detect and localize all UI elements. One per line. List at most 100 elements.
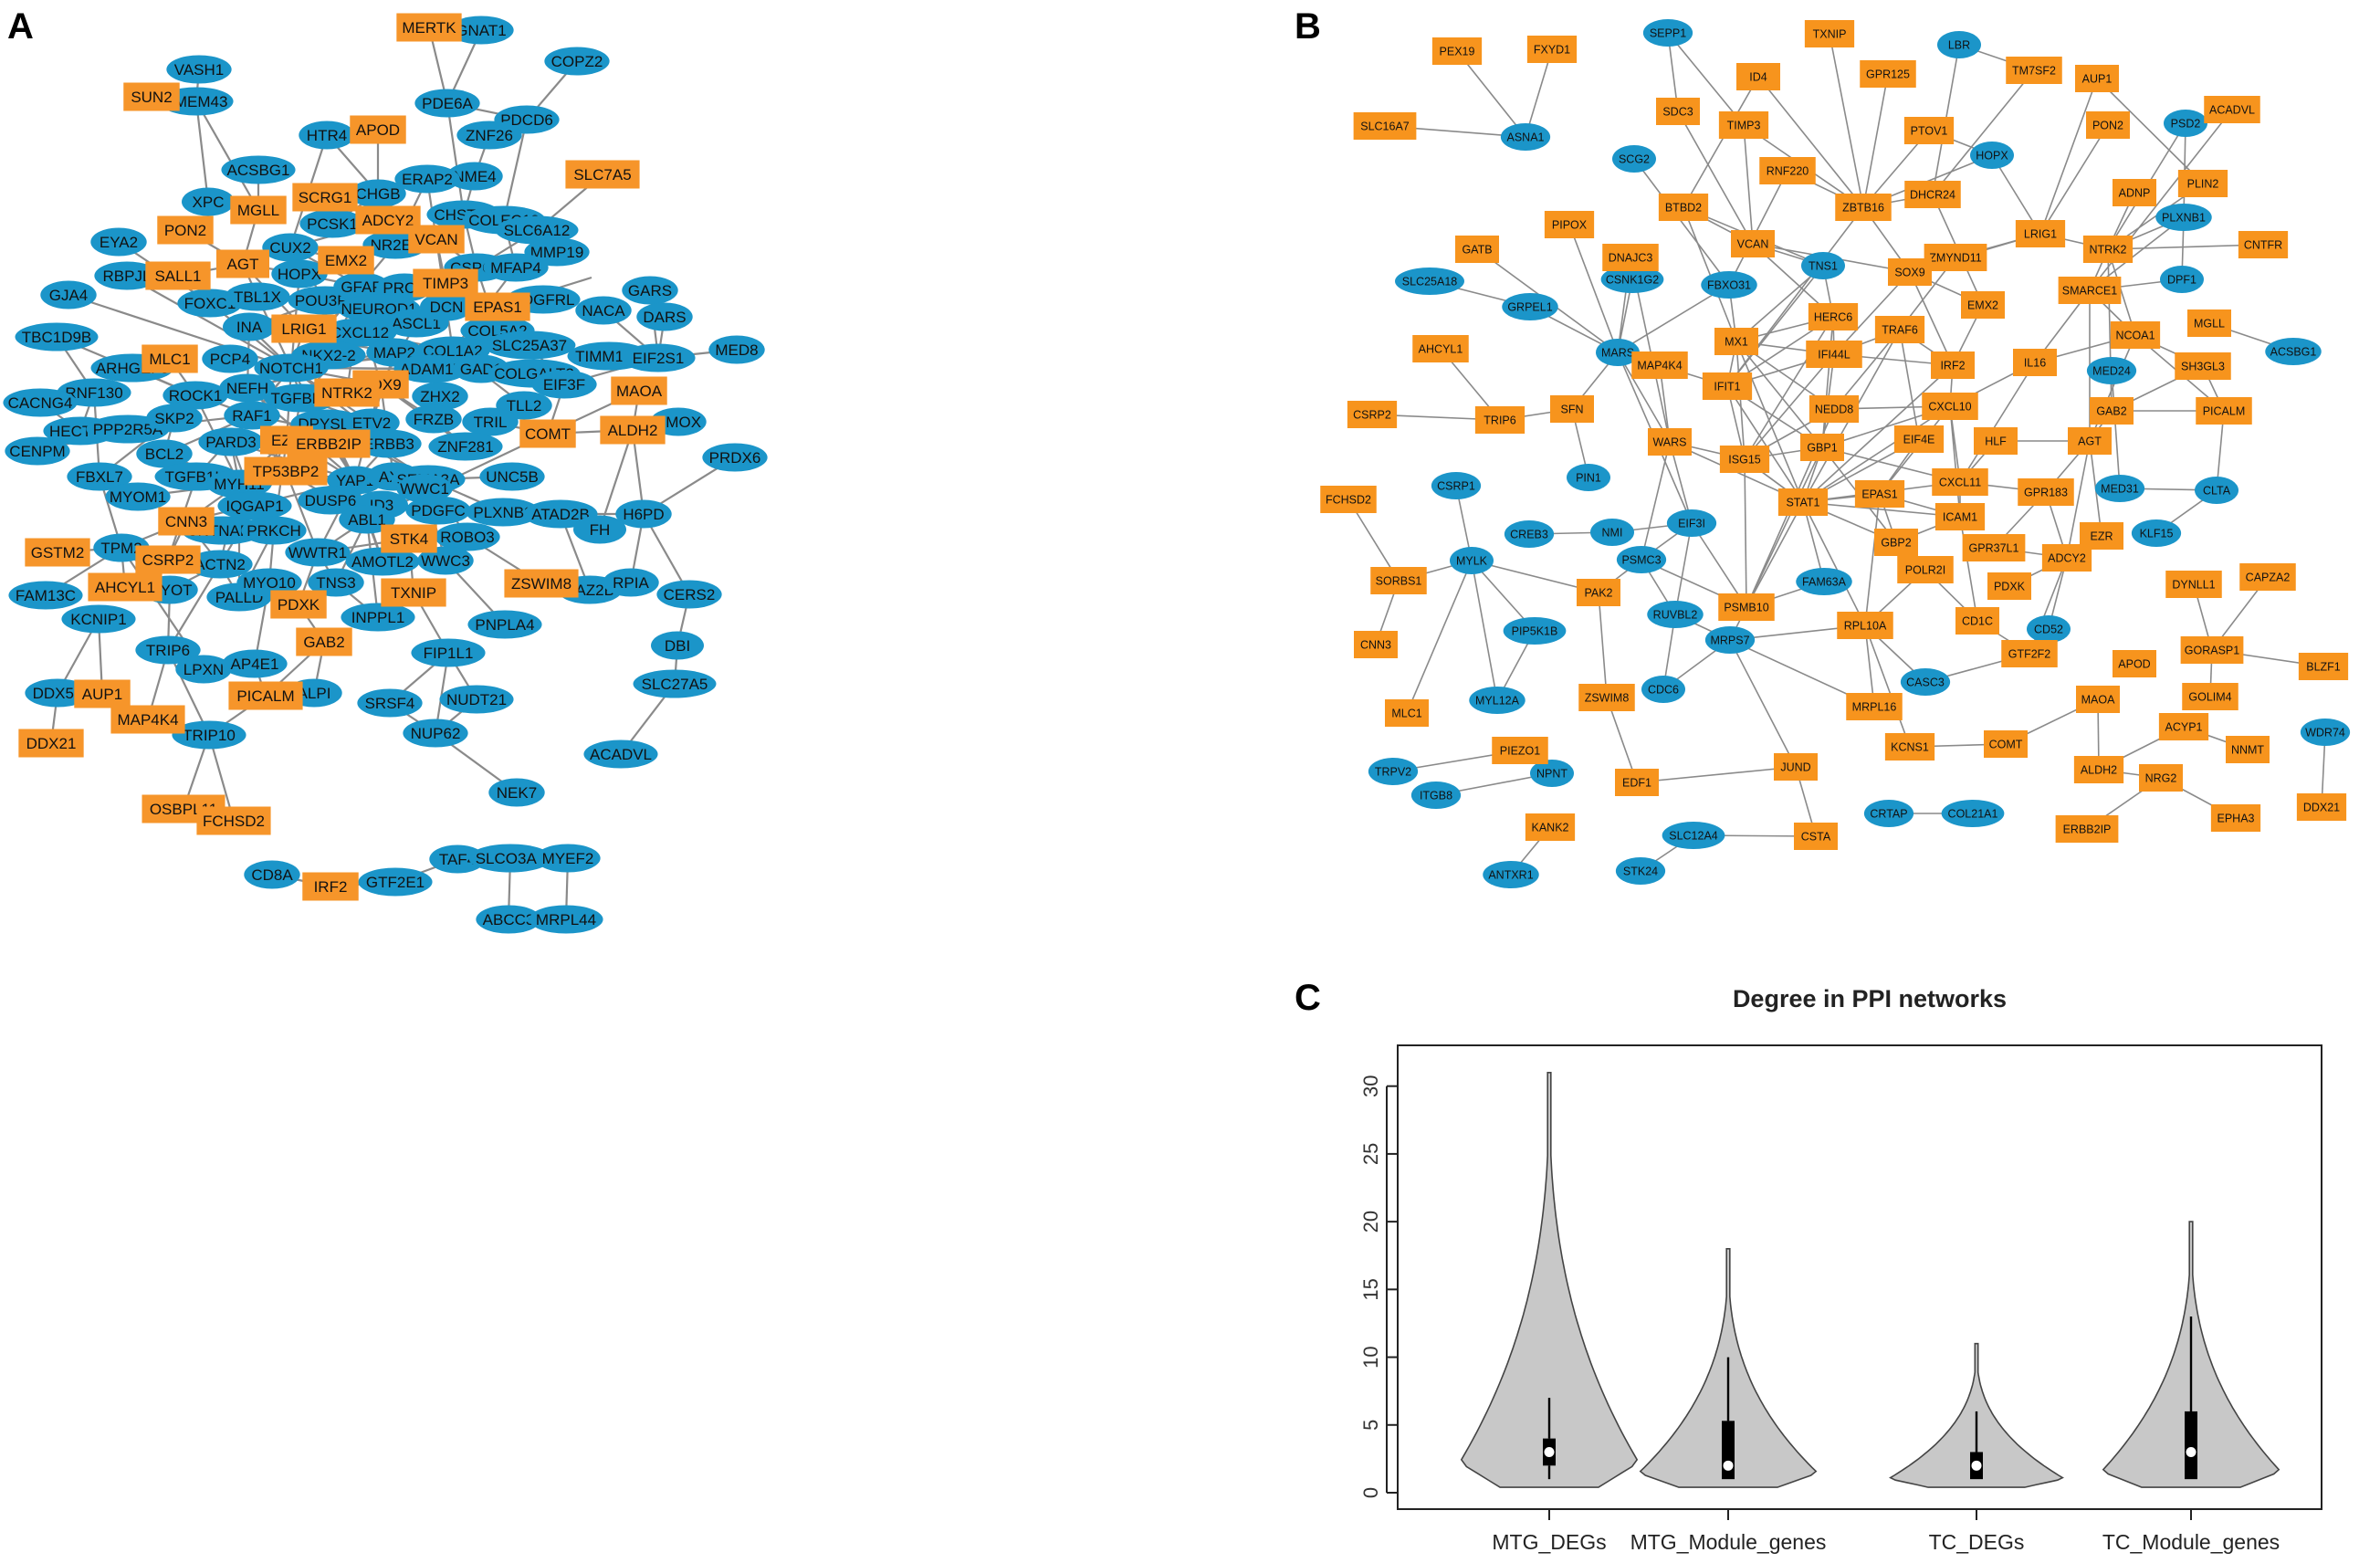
gene-label: MRPL16 [1852,701,1897,714]
edge-sdc3-vcan [1677,110,1754,245]
gene-label: CASC3 [1906,677,1945,689]
gene-label: EZR [2091,530,2113,543]
gene-label: PARD3 [205,434,256,451]
gene-node-comt: COMT [519,419,576,448]
gene-node-cxcl10: CXCL10 [1922,393,1978,420]
median-point [1971,1460,1982,1471]
edge-eif3i-psmb10 [1691,522,1747,608]
gene-node-plxnb2: PLXNB2 [466,498,540,527]
ellipse-shape [435,522,500,551]
rect-shape [413,268,478,298]
gene-label: POLR2I [1905,564,1945,577]
ellipse-shape [573,515,626,544]
gene-label: PSD2 [2171,118,2201,131]
rect-shape [25,538,90,567]
gene-label: LRIG1 [2024,228,2057,241]
gene-label: AUP1 [82,686,122,703]
gene-label: CDC6 [1648,684,1679,697]
rect-shape [2204,96,2260,123]
gene-label: CNTFR [2244,239,2282,252]
gene-node-med31: MED31 [2094,475,2145,502]
edge-sox9-irf2 [1909,271,1954,366]
gene-node-raf1: RAF1 [224,401,280,430]
gene-label: TIMP3 [423,275,468,292]
ellipse-shape [495,215,579,245]
gene-label: ICAM1 [1943,511,1977,524]
gene-node-prdx6: PRDX6 [702,443,768,472]
rect-shape [1809,395,1860,423]
gene-node-psmb10: PSMB10 [1718,593,1775,621]
gene-node-slc25a18: SLC25A18 [1395,267,1464,295]
plot-frame [1397,1044,2322,1510]
ellipse-shape [2265,338,2322,365]
gene-node-scrg1: SCRG1 [292,183,358,212]
rect-shape [1656,98,1700,125]
gene-label: MAP4K4 [1637,360,1682,372]
rect-shape [2158,713,2209,740]
gene-label: XPC [193,194,225,211]
gene-label: INA [236,319,263,336]
ellipse-shape [1796,568,1852,595]
gene-node-wdr74: WDR74 [2300,719,2351,746]
rect-shape [1353,112,1417,140]
gene-label: CD52 [2034,624,2063,636]
ellipse-shape [429,844,486,874]
rect-shape [2113,179,2156,206]
edge-eif3i-ruvbl2 [1674,522,1693,615]
gene-label: ACSBG1 [2270,346,2317,359]
gene-node-kcns1: KCNS1 [1884,733,1935,761]
gene-label: GBP1 [1807,442,1837,455]
gene-node-myef2: MYEF2 [535,844,601,873]
gene-node-isg15: ISG15 [1719,446,1770,473]
gene-label: GTF2F2 [2008,648,2051,661]
ellipse-shape [393,354,468,383]
gene-label: DDX56 [33,685,83,702]
gene-label: NTRK2 [2090,244,2127,257]
gene-label: ERBB2IP [296,435,362,453]
gene-node-tbl1x: TBL1X [225,282,290,311]
edge-txnip-zbtb16 [1829,33,1864,208]
rect-shape [244,456,328,486]
gene-node-csrp1: CSRP1 [1431,472,1482,499]
gene-node-gab2: GAB2 [296,627,352,656]
ellipse-shape [1530,760,1574,787]
ellipse-shape [146,404,203,433]
rect-shape [1987,572,2031,600]
rect-shape [271,314,337,343]
gene-node-aup1: AUP1 [74,679,131,708]
edge-mx1-isg15 [1735,341,1746,460]
ellipse-shape [1647,601,1704,628]
ellipse-shape [8,581,83,610]
gene-node-cnn3: CNN3 [1354,631,1398,658]
ellipse-shape [175,655,232,684]
ellipse-shape [182,187,235,216]
gene-label: ADCY2 [2048,552,2086,565]
gene-node-nmi: NMI [1590,519,1634,546]
y-tick-label: 15 [1359,1278,1382,1300]
gene-label: EIF4E [1903,434,1935,446]
gene-label: PRDX6 [709,449,761,467]
gene-node-pde6a: PDE6A [414,89,480,118]
ellipse-shape [40,280,97,309]
gene-node-pdgfc: PDGFC [405,496,471,525]
gene-node-zmynd11: ZMYND11 [1924,244,1987,271]
gene-label: AHCYL1 [95,579,155,596]
gene-node-erap2: ERAP2 [394,164,460,194]
x-category-label: TC_Module_genes [2102,1530,2280,1554]
ellipse-shape [15,322,99,351]
gene-node-fchsd2: FCHSD2 [1320,486,1377,513]
gene-label: NME4 [453,168,496,185]
ellipse-shape [90,227,147,257]
gene-node-lrig1: LRIG1 [271,314,337,343]
ellipse-shape [299,121,355,150]
ellipse-shape [531,370,597,399]
gene-node-il16: IL16 [2013,349,2057,376]
rect-shape [1370,567,1427,594]
ellipse-shape [456,121,522,150]
gene-label: NR2E1 [371,236,421,254]
gene-node-adcy2: ADCY2 [2041,544,2092,572]
gene-node-slc27a5: SLC27A5 [633,669,717,698]
y-tick-label: 20 [1359,1211,1382,1233]
ellipse-shape [221,155,296,184]
